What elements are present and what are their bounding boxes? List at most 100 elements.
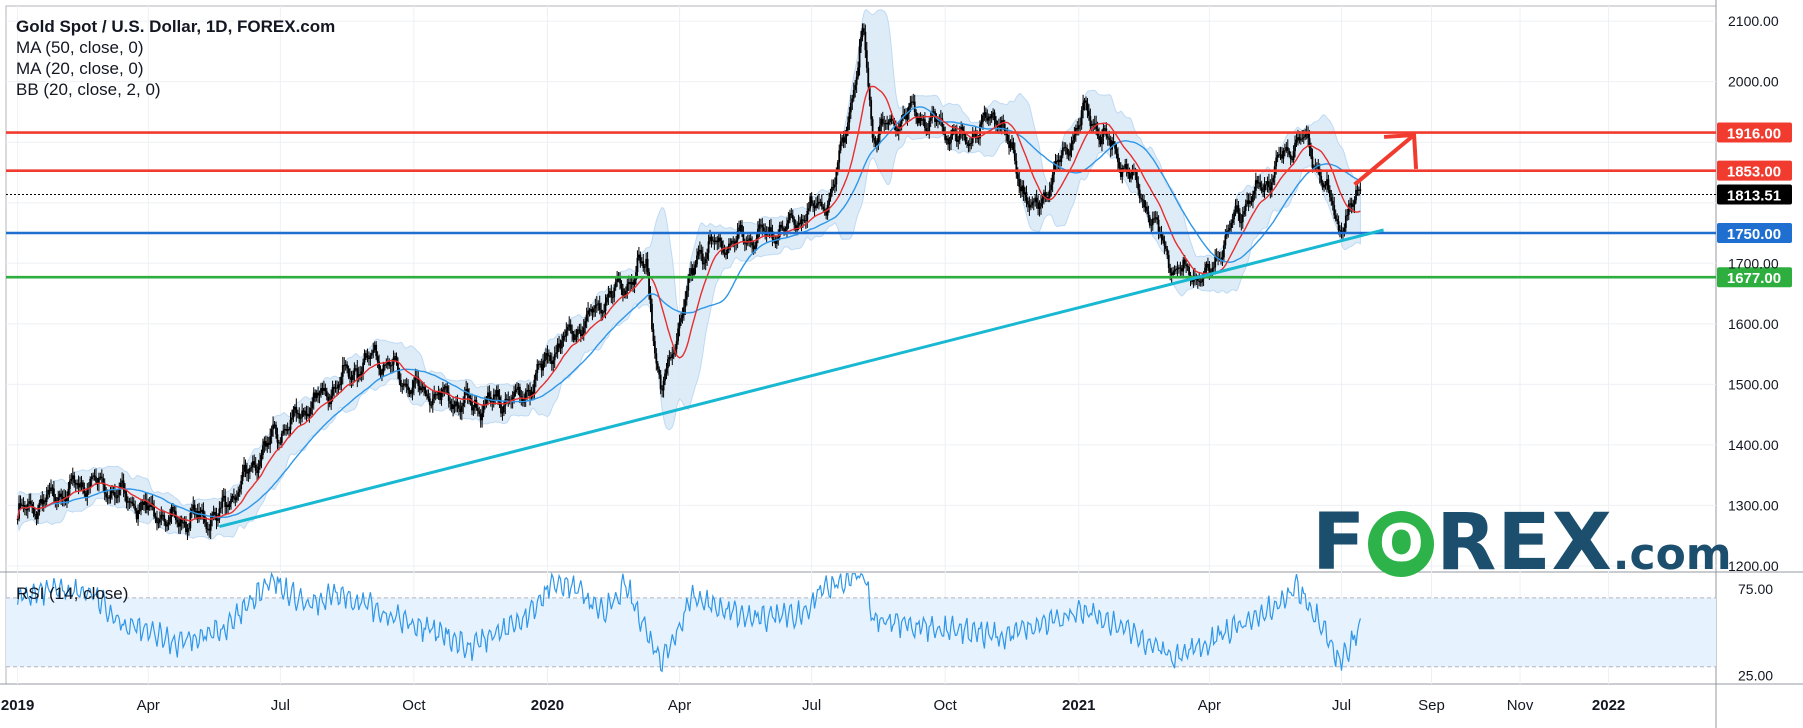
candle-body (854, 84, 857, 90)
indicator-ma50[interactable]: MA (50, close, 0) (16, 38, 144, 57)
candle-body (1339, 230, 1341, 232)
candle-body (389, 365, 392, 367)
rsi-indicator-label[interactable]: RSI (14, close) (16, 584, 129, 603)
candle-body (293, 406, 296, 410)
candle-body (124, 489, 126, 494)
candle-body (453, 404, 456, 407)
candle-body (1359, 189, 1362, 191)
candle-body (143, 502, 145, 505)
candle-body (246, 469, 248, 474)
candle-body (526, 390, 529, 392)
candle-body (1044, 192, 1047, 198)
candle-body (931, 111, 934, 119)
rsi-line (17, 571, 1361, 673)
candle-body (247, 471, 250, 474)
candle-body (690, 268, 693, 275)
candle-body (1122, 167, 1125, 169)
candle-body (839, 141, 842, 151)
candle-body (1143, 200, 1145, 208)
candle-body (119, 482, 122, 490)
candle-body (231, 496, 234, 499)
candle-body (1069, 150, 1071, 156)
candle-body (806, 210, 809, 221)
candle-body (870, 100, 873, 120)
candle-body (80, 482, 83, 484)
level-label-1677.00: 1677.00 (1727, 270, 1781, 287)
candle-body (672, 353, 675, 355)
candle-body (1170, 272, 1173, 275)
candle-body (41, 499, 44, 505)
candle-body (138, 510, 141, 512)
candle-body (935, 119, 938, 122)
candle-body (1340, 230, 1343, 233)
candle-body (706, 252, 709, 259)
candle-body (1288, 150, 1291, 155)
level-label-1750.00: 1750.00 (1727, 226, 1781, 243)
candle-body (873, 137, 875, 141)
candle-body (516, 388, 518, 391)
candle-body (691, 268, 694, 275)
candle-body (1154, 217, 1157, 219)
candle-body (569, 324, 572, 331)
candle-body (733, 241, 736, 245)
candle-body (394, 356, 396, 358)
candle-body (597, 303, 600, 305)
candle-body (262, 445, 264, 456)
candle-body (1265, 184, 1267, 186)
candle-body (405, 383, 408, 387)
candle-body (790, 213, 793, 216)
candle-body (53, 488, 55, 498)
candle-body (620, 283, 623, 289)
candle-body (900, 117, 903, 124)
candle-body (93, 475, 96, 477)
candle-body (172, 507, 174, 511)
candle-body (749, 238, 752, 243)
candle-body (359, 374, 362, 376)
candle-body (1041, 198, 1044, 203)
candle-body (922, 119, 925, 121)
candle-body (90, 476, 93, 479)
candle-body (1188, 266, 1190, 275)
candle-body (161, 514, 164, 516)
candle-body (47, 489, 49, 495)
candle-body (1090, 123, 1093, 126)
candle-body (966, 142, 968, 145)
indicator-ma20[interactable]: MA (20, close, 0) (16, 59, 144, 78)
level-tag-1916.00 (1717, 122, 1792, 143)
candle-body (240, 480, 243, 489)
candle-body (616, 279, 619, 283)
candle-body (652, 329, 655, 342)
candle-body (260, 455, 263, 461)
candle-body (944, 131, 947, 141)
candle-body (1196, 277, 1199, 281)
candle-body (116, 494, 119, 498)
candle-body (307, 413, 309, 417)
time-tick-label: 2022 (1592, 697, 1625, 714)
candle-body (105, 493, 108, 498)
candle-body (500, 402, 502, 414)
candle-body (1272, 177, 1275, 183)
candle-body (743, 241, 746, 244)
candle-body (440, 392, 443, 401)
candle-body (298, 413, 301, 419)
candle-body (1257, 182, 1260, 184)
candle-body (947, 138, 949, 145)
candle-body (1295, 139, 1298, 143)
candle-body (847, 122, 849, 131)
rsi-tick-label: 25.00 (1738, 667, 1773, 683)
candle-body (321, 388, 324, 391)
candle-body (183, 521, 186, 523)
candle-body (309, 408, 312, 415)
candle-body (1172, 271, 1174, 275)
price-tick-label: 2100.00 (1728, 13, 1779, 29)
candle-body (778, 224, 781, 237)
candle-body (1092, 123, 1095, 125)
candle-body (385, 364, 388, 366)
candle-body (1137, 182, 1140, 190)
candle-body (780, 224, 783, 228)
candle-body (552, 360, 555, 365)
indicator-bollinger[interactable]: BB (20, close, 2, 0) (16, 80, 161, 99)
candle-body (356, 368, 359, 379)
candle-body (1349, 203, 1352, 205)
